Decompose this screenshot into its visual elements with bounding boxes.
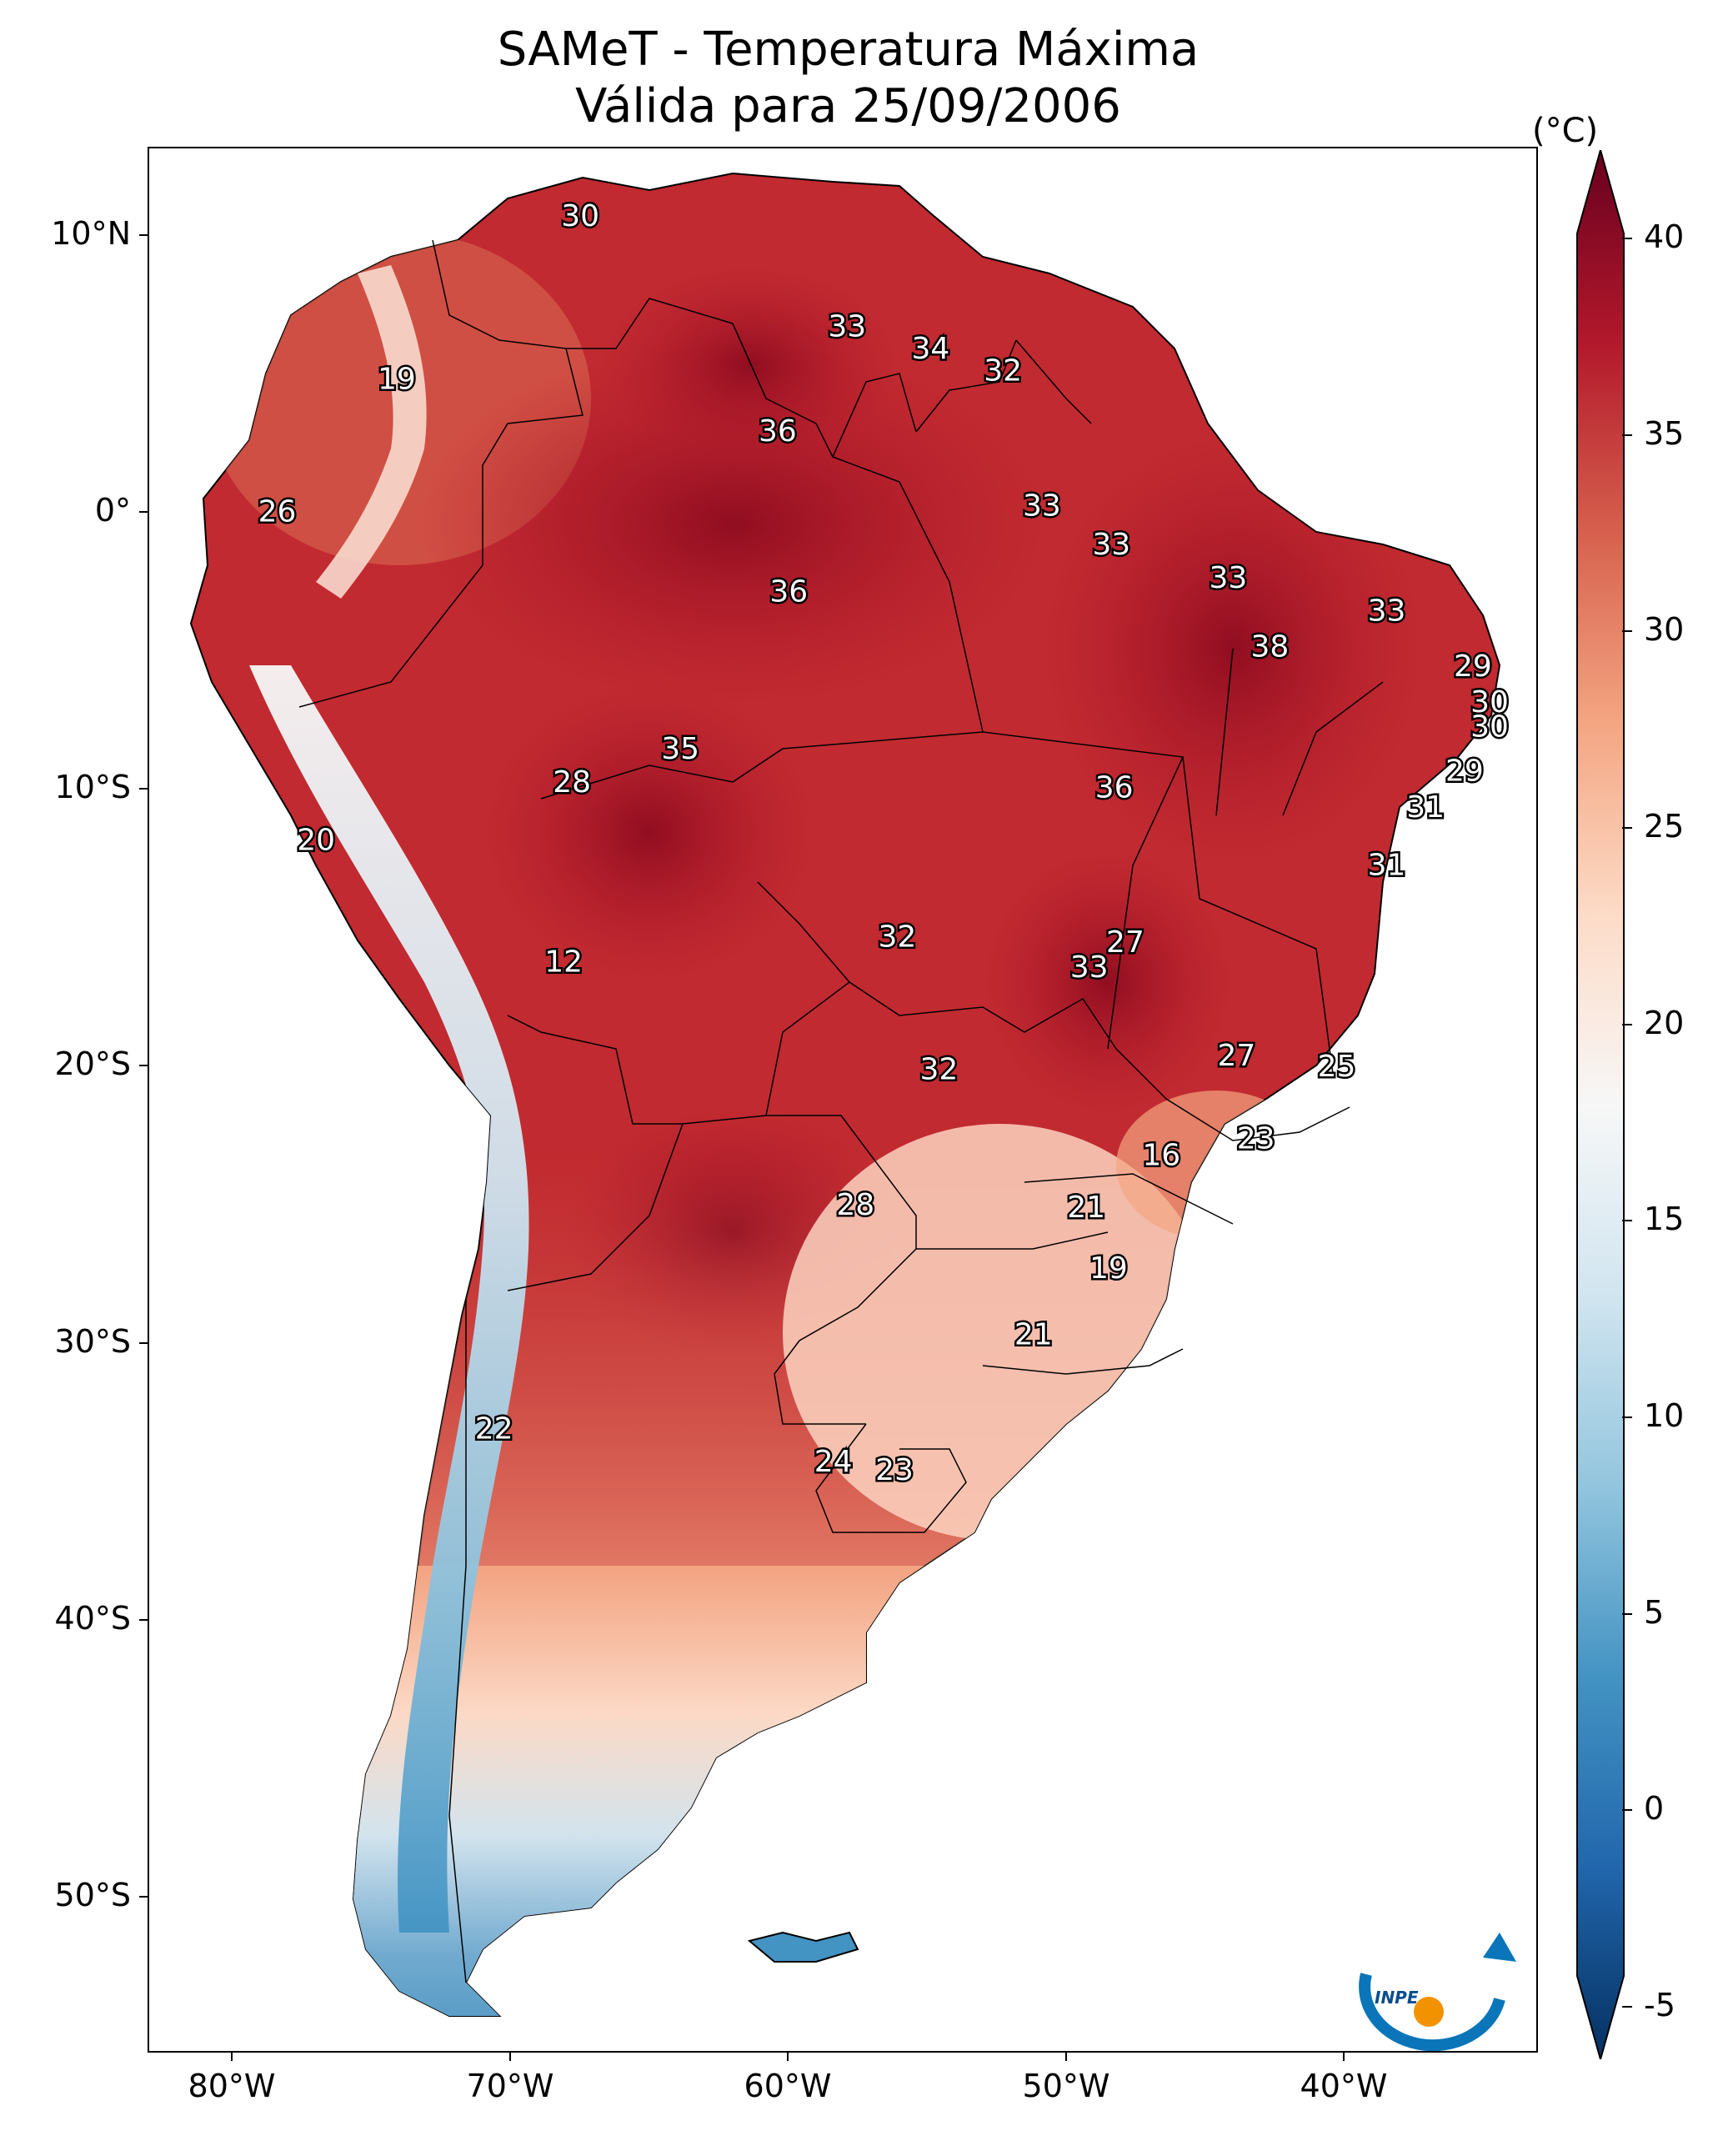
- colorbar-tick: [1622, 1416, 1632, 1418]
- colorbar-label: 0: [1644, 1790, 1665, 1827]
- station-value-label: 33: [1092, 528, 1130, 562]
- colorbar-tick: [1622, 434, 1632, 436]
- station-value-label: 23: [1237, 1121, 1275, 1156]
- colorbar-label: 5: [1644, 1594, 1665, 1631]
- lat-tick-mark: [139, 1342, 148, 1344]
- lat-tick-label: 20°S: [54, 1045, 131, 1082]
- colorbar-label: 40: [1644, 218, 1685, 255]
- station-value-label: 35: [661, 732, 699, 766]
- lon-tick-label: 60°W: [744, 2068, 832, 2104]
- colorbar-tick: [1622, 2006, 1632, 2008]
- lon-tick-mark: [509, 2053, 511, 2061]
- lat-tick-label: 50°S: [54, 1877, 131, 1913]
- island-falklands: [747, 1931, 859, 1963]
- lon-tick-mark: [1343, 2053, 1345, 2061]
- lat-tick-mark: [139, 1619, 148, 1621]
- colorbar-label: -5: [1644, 1987, 1675, 2023]
- station-value-label: 30: [1470, 685, 1509, 720]
- station-value-label: 20: [297, 824, 335, 858]
- station-value-label: 12: [544, 945, 583, 979]
- colorbar-label: 25: [1644, 808, 1685, 845]
- colorbar-tick: [1622, 1809, 1632, 1811]
- station-value-label: 31: [1368, 848, 1406, 882]
- lon-tick-mark: [231, 2053, 233, 2061]
- station-value-label: 30: [561, 199, 599, 233]
- station-value-label: 33: [1023, 489, 1061, 524]
- lon-tick-label: 70°W: [466, 2068, 554, 2104]
- country-borders: [298, 239, 1384, 1983]
- colorbar-label: 15: [1644, 1201, 1685, 1237]
- station-value-label: 30: [1470, 710, 1509, 745]
- station-value-label: 24: [814, 1445, 853, 1479]
- lat-tick-label: 10°S: [54, 769, 131, 805]
- colorbar-tick: [1622, 1613, 1632, 1615]
- lon-tick-label: 80°W: [188, 2068, 276, 2104]
- temperature-field: [191, 232, 1500, 2016]
- station-value-label: 33: [1368, 594, 1406, 629]
- station-value-label: 25: [1318, 1050, 1356, 1084]
- station-value-label: 33: [1070, 950, 1109, 985]
- logo-text: INPE: [1375, 1988, 1419, 2008]
- inpe-logo: INPE: [1359, 1933, 1516, 2051]
- station-value-label: 21: [1067, 1191, 1105, 1225]
- lat-tick-label: 10°N: [51, 215, 131, 252]
- colorbar-label: 35: [1644, 415, 1685, 452]
- station-value-label: 31: [1406, 790, 1445, 825]
- station-value-label: 38: [1250, 630, 1289, 664]
- station-value-label: 32: [878, 920, 916, 955]
- station-value-label: 29: [1445, 755, 1484, 789]
- station-value-label: 27: [1217, 1039, 1255, 1073]
- lon-tick-label: 50°W: [1022, 2068, 1110, 2104]
- station-value-label: 19: [378, 362, 416, 396]
- station-value-label: 32: [984, 353, 1022, 388]
- station-value-label: 32: [919, 1053, 958, 1087]
- lat-tick-label: 30°S: [54, 1323, 131, 1360]
- lat-tick-mark: [139, 788, 148, 790]
- station-value-label: 21: [1014, 1318, 1053, 1352]
- colorbar: [1576, 150, 1625, 2059]
- map-subtitle: Válida para 25/09/2006: [575, 79, 1121, 133]
- station-value-label: 26: [258, 494, 297, 529]
- lat-tick-mark: [139, 1896, 148, 1898]
- station-value-label: 33: [828, 309, 866, 343]
- colorbar-tick: [1622, 238, 1632, 239]
- station-value-label: 29: [1454, 649, 1492, 684]
- colorbar-tick: [1622, 1024, 1632, 1025]
- temperature-map[interactable]: INPE 30 33 34 32 36 19 26 33 33 33 36 33 38 29 30 30 35 2…: [148, 147, 1538, 2053]
- station-value-label: 36: [769, 574, 808, 609]
- colorbar-unit: (°C): [1532, 112, 1599, 150]
- colorbar-label: 20: [1644, 1005, 1685, 1041]
- station-value-label: 19: [1089, 1251, 1128, 1286]
- lon-tick-label: 40°W: [1300, 2068, 1388, 2104]
- colorbar-tick: [1622, 827, 1632, 829]
- station-value-label: 22: [475, 1411, 513, 1446]
- lon-tick-mark: [1065, 2053, 1067, 2061]
- lon-tick-mark: [787, 2053, 789, 2061]
- lat-tick-mark: [139, 511, 148, 513]
- lat-tick-mark: [139, 234, 148, 236]
- colorbar-label: 10: [1644, 1397, 1685, 1434]
- station-value-label: 23: [875, 1453, 914, 1487]
- lat-tick-label: 40°S: [54, 1600, 131, 1637]
- colorbar-tick: [1622, 630, 1632, 632]
- colorbar-tick: [1622, 1220, 1632, 1221]
- station-value-label: 28: [836, 1188, 874, 1222]
- station-value-label: 28: [553, 765, 591, 800]
- map-title: SAMeT - Temperatura Máxima: [497, 23, 1200, 77]
- lat-tick-label: 0°: [94, 492, 131, 529]
- station-value-label: 34: [911, 332, 949, 366]
- station-value-label: 27: [1106, 925, 1144, 960]
- station-value-label: 36: [1095, 771, 1134, 805]
- station-value-label: 33: [1209, 561, 1247, 595]
- station-value-label: 16: [1142, 1138, 1180, 1172]
- lat-tick-mark: [139, 1065, 148, 1066]
- colorbar-label: 30: [1644, 611, 1685, 648]
- station-value-label: 36: [759, 414, 797, 449]
